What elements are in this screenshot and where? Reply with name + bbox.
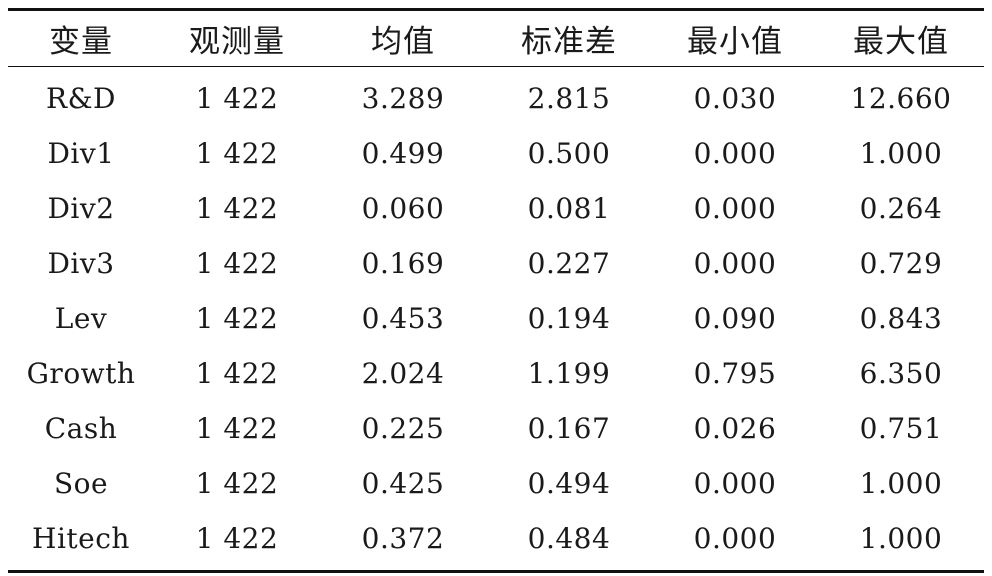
cell-variable: Div3 [47, 247, 115, 280]
cell-observations: 1 422 [195, 137, 279, 170]
cell-max: 1.000 [859, 137, 943, 170]
cell-max: 0.843 [859, 302, 943, 335]
cell-min: 0.000 [693, 467, 777, 500]
cell-std-dev: 0.167 [527, 412, 611, 445]
cell-mean: 3.289 [361, 82, 445, 115]
cell-variable: R&D [46, 82, 116, 115]
cell-max: 0.751 [859, 412, 943, 445]
header-row: 变量 观测量 均值 标准差 最小值 最大值 [8, 9, 984, 67]
header-variable: 变量 [49, 24, 113, 60]
cell-min: 0.026 [693, 412, 777, 445]
table-body: R&D 1 422 3.289 2.815 0.030 12.660 Div1 … [8, 67, 984, 572]
cell-mean: 2.024 [361, 357, 445, 390]
cell-min: 0.795 [693, 357, 777, 390]
cell-variable: Cash [44, 412, 118, 445]
cell-variable: Soe [53, 467, 109, 500]
cell-observations: 1 422 [195, 522, 279, 555]
table-row: Div2 1 422 0.060 0.081 0.000 0.264 [8, 181, 984, 236]
table-header: 变量 观测量 均值 标准差 最小值 最大值 [8, 9, 984, 67]
cell-mean: 0.425 [361, 467, 445, 500]
cell-observations: 1 422 [195, 412, 279, 445]
cell-min: 0.030 [693, 82, 777, 115]
table-row: Cash 1 422 0.225 0.167 0.026 0.751 [8, 401, 984, 456]
cell-max: 6.350 [859, 357, 943, 390]
cell-observations: 1 422 [195, 467, 279, 500]
cell-std-dev: 0.081 [527, 192, 611, 225]
cell-max: 12.660 [850, 82, 952, 115]
cell-mean: 0.060 [361, 192, 445, 225]
cell-max: 0.264 [859, 192, 943, 225]
cell-min: 0.000 [693, 522, 777, 555]
cell-variable: Div2 [47, 192, 115, 225]
cell-mean: 0.225 [361, 412, 445, 445]
cell-observations: 1 422 [195, 82, 279, 115]
cell-variable: Hitech [32, 522, 130, 555]
header-mean: 均值 [371, 24, 435, 60]
cell-observations: 1 422 [195, 302, 279, 335]
table-row: Growth 1 422 2.024 1.199 0.795 6.350 [8, 346, 984, 401]
cell-variable: Lev [54, 302, 108, 335]
header-min: 最小值 [687, 24, 783, 60]
table-row: Div3 1 422 0.169 0.227 0.000 0.729 [8, 236, 984, 291]
cell-mean: 0.169 [361, 247, 445, 280]
cell-min: 0.000 [693, 137, 777, 170]
header-std-dev: 标准差 [521, 24, 617, 60]
table-row: Hitech 1 422 0.372 0.484 0.000 1.000 [8, 511, 984, 572]
cell-mean: 0.372 [361, 522, 445, 555]
cell-mean: 0.453 [361, 302, 445, 335]
cell-variable: Div1 [47, 137, 115, 170]
cell-std-dev: 0.194 [527, 302, 611, 335]
cell-std-dev: 0.227 [527, 247, 611, 280]
cell-max: 0.729 [859, 247, 943, 280]
cell-std-dev: 1.199 [527, 357, 611, 390]
table-row: Lev 1 422 0.453 0.194 0.090 0.843 [8, 291, 984, 346]
table-row: Div1 1 422 0.499 0.500 0.000 1.000 [8, 126, 984, 181]
cell-std-dev: 0.494 [527, 467, 611, 500]
cell-min: 0.090 [693, 302, 777, 335]
cell-max: 1.000 [859, 467, 943, 500]
cell-min: 0.000 [693, 192, 777, 225]
cell-min: 0.000 [693, 247, 777, 280]
cell-observations: 1 422 [195, 247, 279, 280]
cell-observations: 1 422 [195, 192, 279, 225]
table-row: R&D 1 422 3.289 2.815 0.030 12.660 [8, 67, 984, 127]
cell-std-dev: 2.815 [527, 82, 611, 115]
cell-std-dev: 0.484 [527, 522, 611, 555]
cell-variable: Growth [26, 357, 136, 390]
header-observations: 观测量 [189, 24, 285, 60]
cell-max: 1.000 [859, 522, 943, 555]
cell-std-dev: 0.500 [527, 137, 611, 170]
table-row: Soe 1 422 0.425 0.494 0.000 1.000 [8, 456, 984, 511]
descriptive-statistics-table: 变量 观测量 均值 标准差 最小值 最大值 R&D 1 422 3.289 2.… [8, 8, 984, 573]
cell-mean: 0.499 [361, 137, 445, 170]
header-max: 最大值 [853, 24, 949, 60]
cell-observations: 1 422 [195, 357, 279, 390]
